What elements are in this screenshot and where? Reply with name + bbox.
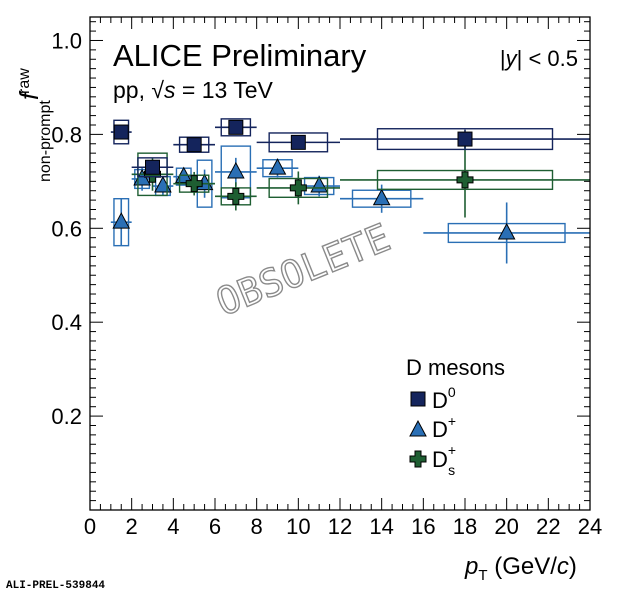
- legend-label-ds: D+ s: [432, 442, 456, 478]
- data-point: [226, 161, 245, 179]
- data-point: [185, 175, 203, 193]
- data-point: [113, 124, 129, 140]
- obsolete-watermark: OBSOLETE: [210, 215, 396, 324]
- legend-marks: [409, 391, 427, 468]
- rapidity-label: |y| < 0.5: [500, 46, 578, 71]
- x-tick-label: 24: [578, 514, 602, 539]
- legend-marker-ds: [409, 450, 427, 468]
- chart-title: ALICE Preliminary: [113, 38, 367, 73]
- svg-text:f: f: [14, 90, 44, 100]
- data-point: [112, 212, 131, 229]
- legend-label-d0: D0: [432, 384, 456, 413]
- series-d0: [110, 118, 590, 178]
- x-tick-label: 12: [328, 514, 352, 539]
- x-tick-label: 18: [453, 514, 477, 539]
- data-point: [456, 171, 474, 189]
- x-tick-label: 0: [84, 514, 96, 539]
- data-point: [310, 175, 328, 193]
- y-tick-label: 1.0: [51, 28, 82, 53]
- legend-marker-dplus: [409, 419, 427, 437]
- y-tick-label: 0.6: [51, 216, 82, 241]
- legend-label-dplus: D+: [432, 413, 456, 442]
- data-point: [227, 187, 245, 205]
- data-point: [154, 175, 172, 193]
- svg-text:non-prompt: non-prompt: [37, 100, 54, 182]
- data-point: [145, 159, 160, 175]
- y-tick-label: 0.8: [51, 122, 82, 147]
- x-tick-label: 20: [494, 514, 518, 539]
- legend-marker-d0: [410, 391, 426, 407]
- axes: 0 2 4 6 8 10 12 14 16 18 20 22 240.20.40.60.81.0: [51, 16, 602, 539]
- x-tick-label: 8: [251, 514, 263, 539]
- x-tick-label: 10: [286, 514, 310, 539]
- data-point: [289, 179, 307, 197]
- x-tick-label: 4: [167, 514, 179, 539]
- data-point: [372, 188, 391, 206]
- data-point: [268, 158, 287, 175]
- data-point: [186, 137, 202, 153]
- figure-id: ALI-PREL-539844: [6, 580, 105, 592]
- x-tick-label: 22: [536, 514, 560, 539]
- series-ds: [131, 142, 590, 218]
- x-tick-label: 6: [209, 514, 221, 539]
- x-tick-label: 2: [126, 514, 138, 539]
- x-tick-label: 14: [369, 514, 393, 539]
- data-point: [290, 134, 306, 150]
- legend-header: D mesons: [406, 355, 505, 380]
- y-axis-label: f raw non-prompt: [14, 68, 54, 182]
- svg-text:raw: raw: [16, 68, 33, 94]
- legend: D mesons D0 D+ D+ s: [406, 355, 505, 478]
- data-point: [228, 119, 244, 135]
- chart-subtitle: pp, √s = 13 TeV: [113, 77, 274, 103]
- y-tick-label: 0.2: [51, 404, 82, 429]
- plot-marks: [110, 118, 590, 264]
- x-axis-label: pT (GeV/c): [464, 553, 577, 584]
- y-tick-label: 0.4: [51, 310, 82, 335]
- data-point: [497, 222, 516, 240]
- data-point: [457, 131, 473, 147]
- x-tick-label: 16: [411, 514, 435, 539]
